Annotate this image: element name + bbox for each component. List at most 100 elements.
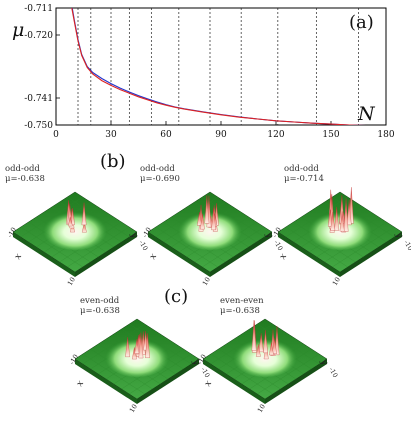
surface-x-label: x: [148, 252, 159, 261]
surface-title: odd-odd: [284, 164, 319, 174]
y-tick-label-3: -0.750: [24, 121, 53, 131]
plate-grid-b: [67, 226, 130, 268]
density-peak-8: [258, 333, 264, 352]
vertical-markers: [77, 8, 359, 125]
surface-title: odd-odd: [140, 164, 175, 174]
plate-side-right: [340, 232, 402, 277]
surface-tick-bottom: 10: [66, 276, 77, 287]
density-peak-6: [272, 338, 277, 354]
panel-a-chart: 0 30 60 90 120 150 180 -0.711 -0.720 -0.741 -0.75…: [12, 4, 395, 140]
series-line-0: [71, 8, 367, 125]
y-axis-label: μ: [12, 19, 24, 41]
density-peak-0: [81, 222, 87, 233]
series-lines: [71, 8, 367, 125]
panel-c-label: (c): [164, 286, 188, 307]
x-tick-label-1: 30: [105, 130, 117, 140]
density-peak-1: [197, 212, 202, 226]
density-peak-7: [263, 330, 268, 353]
surface-mu: μ=-0.638: [5, 174, 45, 184]
surface-title: even-even: [220, 296, 264, 306]
density-peak-8: [346, 199, 352, 226]
surface-y-label: y: [128, 230, 140, 241]
density-peak-6: [67, 216, 73, 227]
density-peak-10: [204, 195, 210, 224]
density-peak-6: [134, 338, 140, 354]
surface-mu: μ=-0.638: [220, 306, 260, 316]
density-peak-8: [211, 208, 216, 231]
x-tick-label-5: 150: [322, 130, 339, 140]
x-tick-label-2: 60: [160, 130, 172, 140]
plate-side-right: [75, 232, 137, 277]
plate-side-right: [137, 359, 199, 404]
y-axis-ticks: -0.711 -0.720 -0.741 -0.750: [24, 4, 60, 131]
plate-side-left: [13, 232, 75, 277]
series-line-1: [71, 8, 367, 125]
density-peak-8: [125, 337, 131, 357]
plot-frame: [55, 7, 387, 126]
y-tick-label-0: -0.711: [24, 4, 53, 14]
density-peak-5: [251, 320, 257, 351]
surface-title: odd-odd: [5, 164, 40, 174]
surface-y-label: y: [318, 357, 330, 368]
plate-side-left: [278, 232, 340, 277]
x-tick-label-4: 120: [267, 130, 284, 140]
plate-grid-b: [332, 226, 395, 268]
surface-title: even-odd: [80, 296, 120, 306]
panel-a-label: (a): [349, 12, 374, 33]
surface-x-label: x: [203, 379, 214, 388]
surface-tick-bottom: 10: [256, 403, 267, 414]
surface-tick-right: -10: [327, 366, 339, 379]
plate-side-left: [148, 232, 210, 277]
y-tick-label-1: -0.720: [24, 31, 53, 41]
surface-mu: μ=-0.714: [284, 174, 324, 184]
surface-plots: xy-1010-10odd-oddμ=-0.638xy-1010-10odd-o…: [5, 164, 411, 414]
surface-mu: μ=-0.690: [140, 174, 180, 184]
density-peak-0: [334, 206, 340, 231]
surface-tick-right: -10: [272, 239, 284, 252]
x-tick-label-6: 180: [377, 130, 394, 140]
density-peak-4: [200, 213, 205, 230]
plate-grid-b: [202, 226, 265, 268]
density-mound: [178, 210, 242, 250]
surface-y-label: y: [393, 230, 405, 241]
surface-tick-bottom: 10: [331, 276, 342, 287]
density-peak-13: [339, 211, 345, 232]
plate-side-left: [75, 359, 137, 404]
surface-tick-bottom: 10: [128, 403, 139, 414]
x-axis-label: N: [357, 103, 376, 125]
plate-grid-b: [257, 353, 320, 395]
density-peak-10: [145, 333, 150, 358]
surface-tick-right: -10: [402, 239, 411, 252]
plate-side-left: [203, 359, 265, 404]
surface-x-label: x: [278, 252, 289, 261]
surface-tick-right: -10: [137, 239, 149, 252]
plate-side-right: [210, 232, 272, 277]
x-axis-ticks: 0 30 60 90 120 150 180: [53, 121, 395, 140]
density-peak-7: [330, 211, 336, 231]
y-tick-label-2: -0.741: [24, 94, 53, 104]
surface-mu: μ=-0.638: [80, 306, 120, 316]
surface-x-label: x: [75, 379, 86, 388]
surface-x-label: x: [13, 252, 24, 261]
density-peak-12: [343, 198, 349, 232]
density-mound: [105, 337, 169, 377]
surface-y-label: y: [190, 357, 202, 368]
density-peak-10: [255, 344, 261, 357]
plate-side-right: [265, 359, 327, 404]
density-peak-9: [138, 332, 144, 359]
x-tick-label-0: 0: [53, 130, 59, 140]
x-tick-label-3: 90: [215, 130, 227, 140]
density-peak-7: [81, 202, 87, 226]
plate-grid-b: [129, 353, 192, 395]
density-peak-9: [269, 342, 274, 356]
surface-tick-bottom: 10: [201, 276, 212, 287]
density-mound: [43, 210, 107, 250]
panel-b-label: (b): [100, 151, 126, 172]
surface-y-label: y: [263, 230, 275, 241]
